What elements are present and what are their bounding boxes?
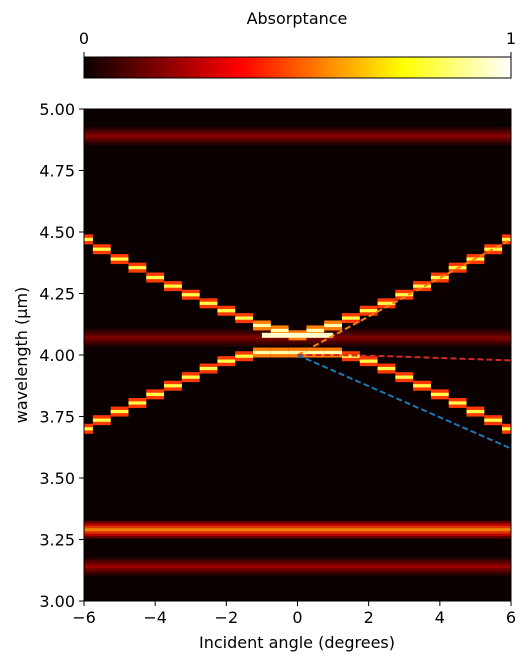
upper-branch-point bbox=[395, 293, 414, 297]
y-tick-label: 5.00 bbox=[39, 100, 75, 119]
upper-branch-point bbox=[502, 237, 511, 241]
x-tick-label: −4 bbox=[143, 608, 167, 627]
colorbar bbox=[83, 56, 512, 79]
upper-branch-point bbox=[253, 323, 271, 328]
y-axis: 3.00 3.25 3.50 3.75 4.00 4.25 4.50 4.75 5.00 bbox=[39, 100, 84, 611]
heatmap-layer bbox=[84, 127, 511, 576]
lower-branch-point bbox=[128, 401, 147, 405]
heatmap-band-0 bbox=[84, 134, 511, 138]
lower-branch-point bbox=[199, 366, 218, 371]
lower-branch-point bbox=[413, 384, 431, 388]
y-tick-label: 3.00 bbox=[39, 592, 75, 611]
lower-branch-point bbox=[270, 350, 289, 355]
lower-branch-point bbox=[359, 359, 378, 363]
lower-branch-point bbox=[84, 427, 93, 431]
lower-branch-point bbox=[146, 392, 165, 396]
upper-branch-point bbox=[306, 328, 325, 332]
lower-branch-point bbox=[181, 375, 200, 379]
x-tick-label: 6 bbox=[506, 608, 516, 627]
lower-branch-point bbox=[110, 409, 129, 414]
upper-branch-point bbox=[359, 309, 378, 313]
lower-branch-point bbox=[288, 350, 307, 355]
y-tick-label: 4.50 bbox=[39, 223, 75, 242]
upper-branch-point bbox=[324, 323, 342, 328]
upper-branch-point bbox=[270, 328, 289, 332]
y-tick-label: 4.75 bbox=[39, 162, 75, 181]
upper-branch-point bbox=[146, 275, 165, 280]
x-tick-label: −6 bbox=[72, 608, 96, 627]
x-axis-label: Incident angle (degrees) bbox=[199, 633, 395, 652]
colorbar-title: Absorptance bbox=[247, 9, 348, 28]
y-tick-label: 4.00 bbox=[39, 346, 75, 365]
lower-branch-point bbox=[306, 350, 325, 355]
y-axis-label: wavelength (μm) bbox=[12, 287, 31, 424]
overlay-lines bbox=[297, 238, 511, 450]
heatmap-band-3 bbox=[84, 565, 511, 569]
x-tick-label: −2 bbox=[215, 608, 239, 627]
upper-branch-point bbox=[235, 316, 254, 320]
colorbar-max-label: 1 bbox=[506, 29, 516, 48]
upper-branch-point bbox=[484, 247, 503, 251]
lower-branch-point bbox=[430, 392, 449, 396]
upper-branch-point bbox=[84, 237, 93, 241]
lower-branch-point bbox=[395, 375, 414, 379]
upper-branch-point bbox=[377, 301, 396, 305]
colorbar-min-label: 0 bbox=[79, 29, 89, 48]
y-tick-label: 3.75 bbox=[39, 408, 75, 427]
lower-branch-point bbox=[448, 401, 467, 405]
x-axis: −6 −4 −2 0 2 4 6 bbox=[72, 601, 516, 627]
lower-branch-point bbox=[484, 418, 503, 422]
lower-branch-point bbox=[466, 409, 485, 414]
lower-branch-point bbox=[164, 384, 182, 388]
lower-branch-point bbox=[92, 418, 111, 422]
lower-branch-point bbox=[217, 359, 236, 363]
upper-branch-point bbox=[413, 284, 431, 288]
dashed-line-0 bbox=[297, 238, 511, 356]
heatmap-band-2 bbox=[84, 528, 511, 532]
upper-branch-point bbox=[128, 266, 147, 270]
x-tick-label: 2 bbox=[364, 608, 374, 627]
lower-branch-point bbox=[341, 354, 360, 358]
upper-branch-point bbox=[199, 301, 218, 305]
y-tick-label: 3.25 bbox=[39, 531, 75, 550]
upper-branch-point bbox=[164, 284, 182, 288]
x-tick-label: 4 bbox=[435, 608, 445, 627]
upper-branch-point bbox=[217, 309, 236, 313]
dashed-line-2 bbox=[297, 354, 511, 450]
lower-branch-point bbox=[235, 354, 254, 358]
lower-branch-point bbox=[324, 350, 342, 355]
lower-branch-point bbox=[377, 366, 396, 371]
upper-branch-point bbox=[341, 316, 360, 320]
center-resonance bbox=[261, 332, 334, 338]
y-tick-label: 4.25 bbox=[39, 285, 75, 304]
lower-branch-point bbox=[253, 350, 271, 355]
x-tick-label: 0 bbox=[292, 608, 302, 627]
y-tick-label: 3.50 bbox=[39, 469, 75, 488]
upper-branch-point bbox=[110, 257, 129, 261]
upper-branch-point bbox=[92, 247, 111, 251]
upper-branch-point bbox=[181, 293, 200, 297]
lower-branch-point bbox=[502, 427, 511, 431]
